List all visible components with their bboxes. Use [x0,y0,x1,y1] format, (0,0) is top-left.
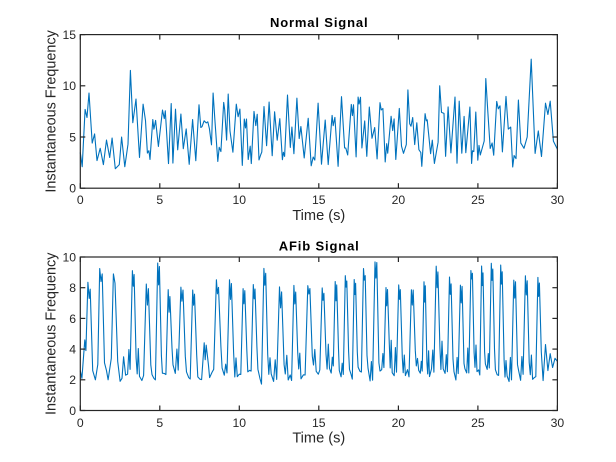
svg-text:0: 0 [77,416,84,430]
svg-text:25: 25 [471,416,485,430]
svg-text:Time (s): Time (s) [292,431,345,447]
svg-text:25: 25 [471,193,485,207]
svg-text:5: 5 [156,193,163,207]
svg-text:0: 0 [69,404,76,418]
svg-text:10: 10 [62,79,76,93]
svg-text:4: 4 [69,343,76,357]
svg-text:15: 15 [312,416,326,430]
svg-text:5: 5 [156,416,163,430]
svg-text:Time (s): Time (s) [292,208,345,224]
svg-text:10: 10 [233,416,247,430]
svg-text:15: 15 [62,28,76,42]
svg-text:Normal Signal: Normal Signal [270,15,368,30]
svg-text:20: 20 [392,416,406,430]
svg-text:20: 20 [392,193,406,207]
svg-text:0: 0 [69,182,76,196]
svg-text:6: 6 [69,312,76,326]
svg-text:15: 15 [312,193,326,207]
svg-text:5: 5 [69,130,76,144]
svg-text:Instantaneous Frequency: Instantaneous Frequency [44,29,60,192]
svg-text:8: 8 [69,281,76,295]
svg-text:10: 10 [62,250,76,264]
svg-text:30: 30 [551,416,565,430]
svg-text:30: 30 [551,193,565,207]
svg-text:Instantaneous Frequency: Instantaneous Frequency [44,252,60,415]
svg-text:10: 10 [233,193,247,207]
svg-text:2: 2 [69,373,76,387]
svg-text:AFib Signal: AFib Signal [279,239,360,254]
svg-text:0: 0 [77,193,84,207]
